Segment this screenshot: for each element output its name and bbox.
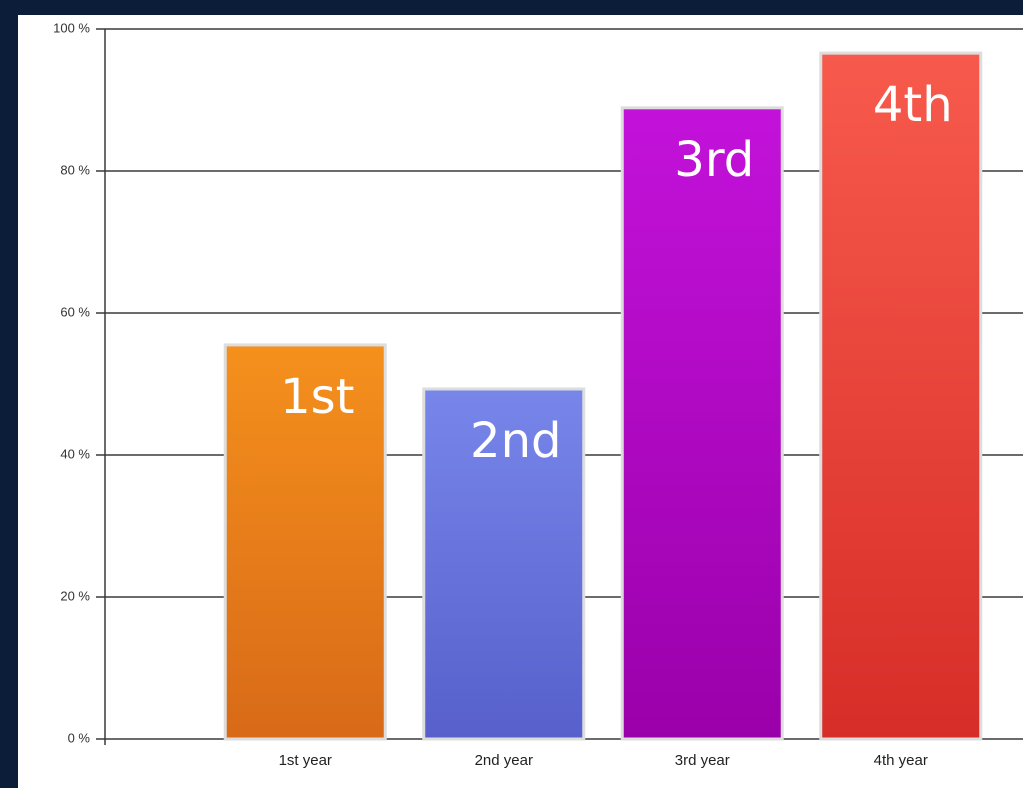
bar-annotation: 1st [280, 369, 354, 425]
bar [620, 106, 784, 741]
bar [422, 387, 586, 741]
y-tick-label: 40 % [60, 446, 90, 461]
y-tick-label: 0 % [68, 730, 91, 745]
bar [819, 51, 983, 741]
bar-annotation: 2nd [470, 413, 561, 469]
x-tick-label: 3rd year [675, 752, 730, 769]
x-tick-label: 1st year [279, 752, 332, 769]
y-tick-label: 60 % [60, 304, 90, 319]
bar-annotation: 4th [873, 77, 953, 133]
y-tick-label: 100 % [53, 20, 90, 35]
x-tick-label: 4th year [874, 752, 928, 769]
y-tick-label: 80 % [60, 162, 90, 177]
bar-annotation: 3rd [674, 132, 754, 188]
y-tick-label: 20 % [60, 588, 90, 603]
x-tick-label: 2nd year [475, 752, 533, 769]
bar [223, 343, 387, 741]
